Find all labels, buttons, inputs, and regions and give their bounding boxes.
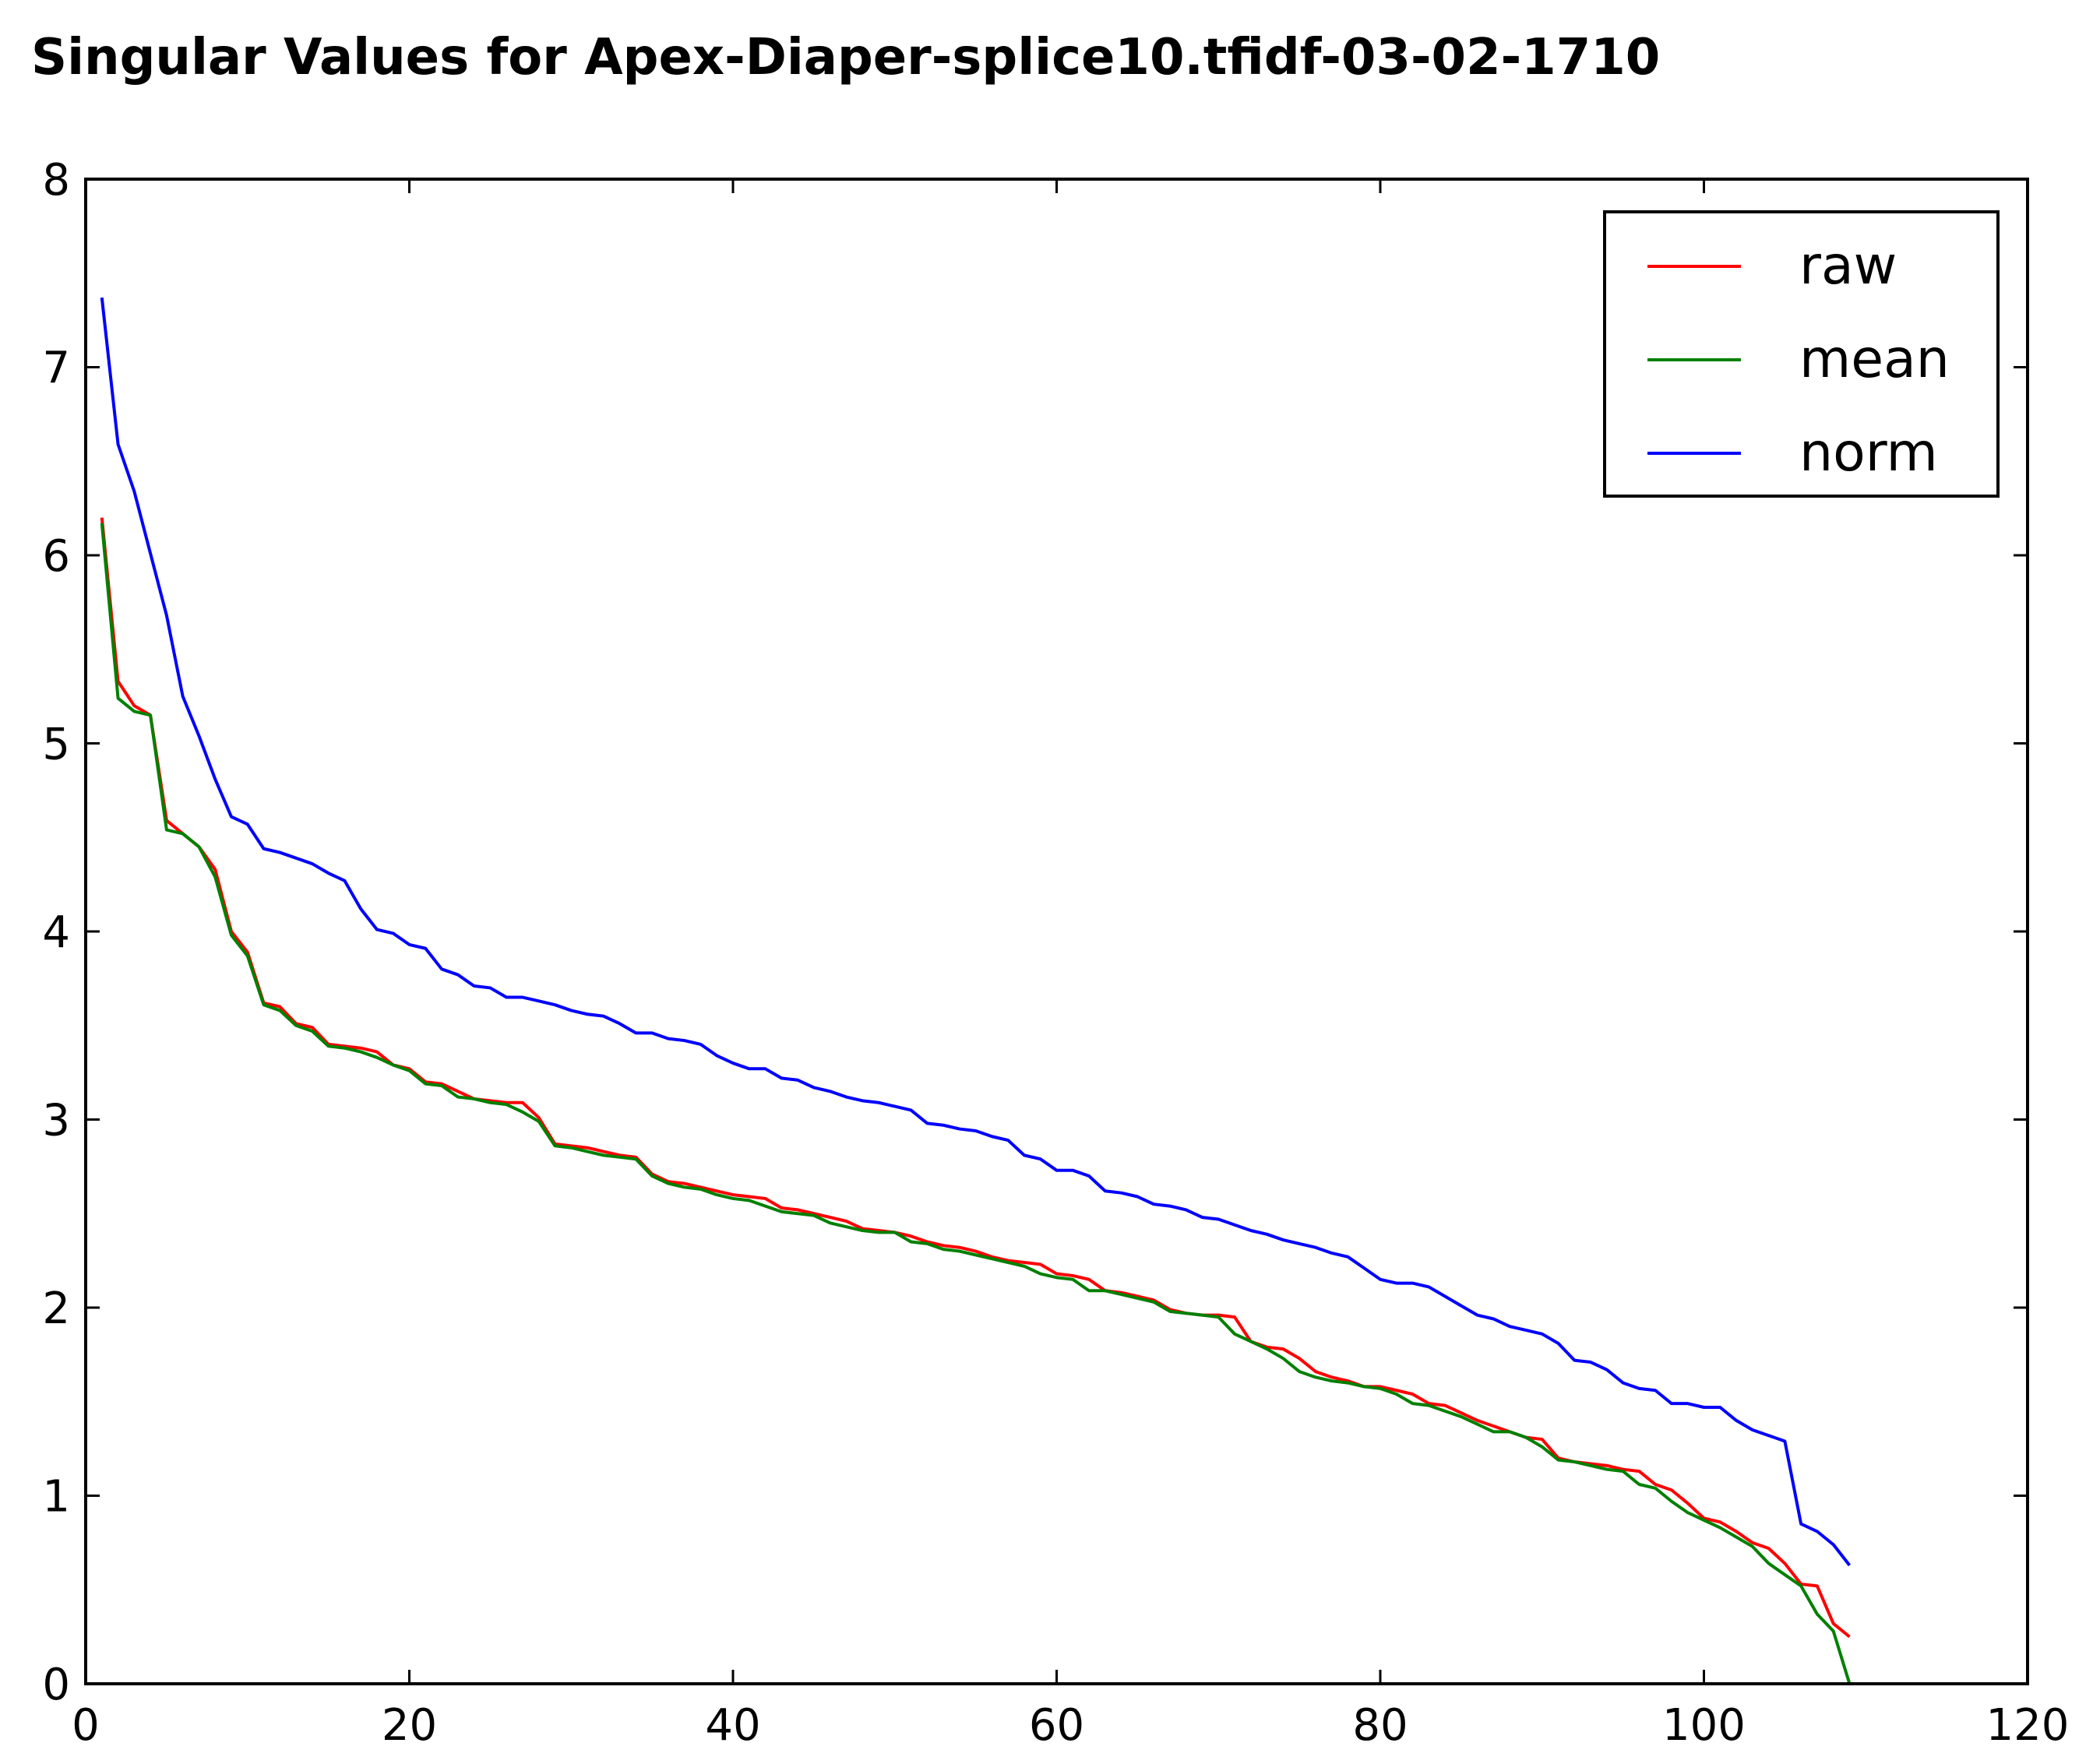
y-tick-label: 3 — [42, 1096, 70, 1146]
series-line-mean — [100, 523, 1852, 1685]
x-tick-label: 80 — [1352, 1700, 1408, 1751]
y-tick-label: 6 — [42, 531, 70, 582]
y-tick-label: 7 — [42, 343, 70, 394]
x-tick-label: 60 — [1029, 1700, 1084, 1751]
x-tick-label: 20 — [382, 1700, 437, 1751]
legend-box — [1603, 210, 2000, 498]
y-tick-label: 2 — [42, 1283, 70, 1334]
chart-title: Singular Values for Apex-Diaper-splice10… — [31, 29, 1660, 86]
legend-label-mean: mean — [1799, 329, 1950, 390]
x-tick-label: 100 — [1662, 1700, 1746, 1751]
series-line-raw — [100, 517, 1851, 1639]
legend: raw mean norm — [1603, 210, 2000, 498]
y-tick-label: 5 — [42, 720, 70, 770]
y-tick-label: 0 — [42, 1660, 70, 1710]
y-axis: 0 1 2 3 4 5 6 7 8 — [42, 155, 2028, 1710]
x-tick-label: 0 — [72, 1700, 100, 1751]
x-axis: 0 20 40 60 80 100 120 — [72, 179, 2069, 1751]
y-tick-label: 1 — [42, 1472, 70, 1523]
legend-label-norm: norm — [1799, 422, 1938, 484]
series-line-norm — [100, 297, 1852, 1567]
x-tick-label: 120 — [1986, 1700, 2070, 1751]
legend-label-raw: raw — [1799, 235, 1897, 297]
y-tick-label: 4 — [42, 907, 70, 958]
x-tick-label: 40 — [705, 1700, 760, 1751]
y-tick-label: 8 — [42, 155, 70, 206]
